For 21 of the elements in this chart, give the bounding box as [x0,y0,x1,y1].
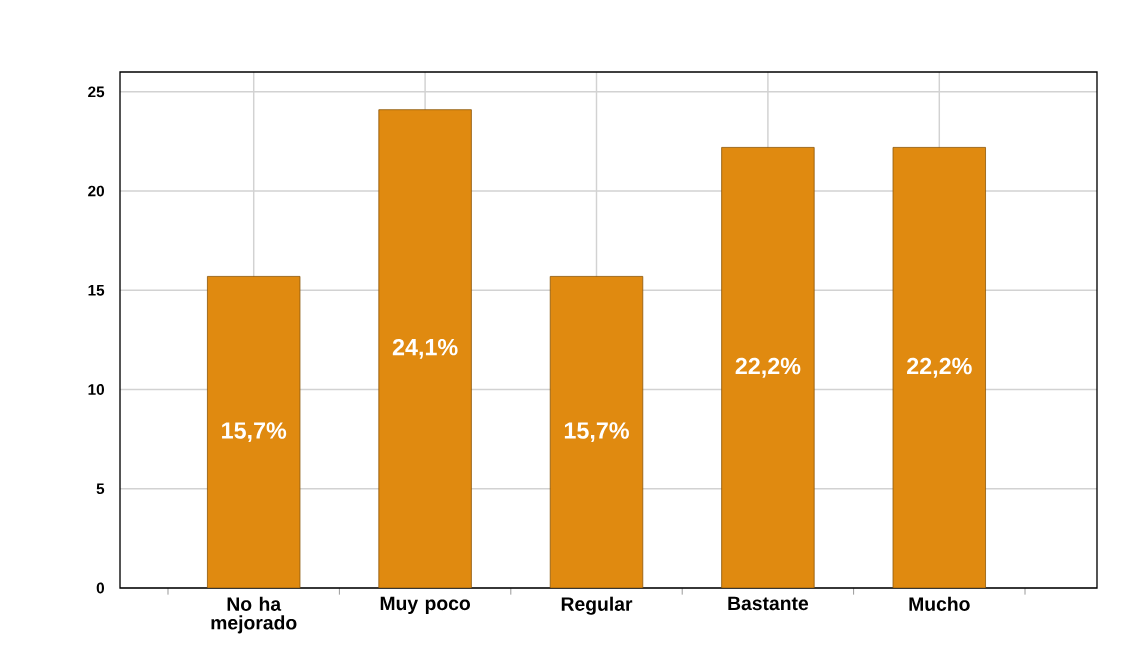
x-tick-label: No ha mejorado [211,596,297,634]
bar [378,109,472,588]
bar [549,276,644,588]
data-label: 15,7% [222,422,287,443]
x-tick-label: Bastante [728,596,809,611]
y-tick-label: 5 [96,483,105,495]
y-tick-label: 20 [88,185,104,197]
y-tick-label: 15 [88,284,105,296]
y-tick-label: 0 [96,582,105,594]
x-tick-label: Muy poco [380,596,470,615]
data-label: 15,7% [564,422,629,443]
data-label: 22,2% [735,357,801,378]
y-tick-label: 10 [88,384,104,395]
bar [892,147,986,588]
x-tick-label: Mucho [909,596,970,611]
data-label: 24,1% [392,338,458,359]
x-tick-label: Regular [561,596,633,615]
bar [721,147,815,588]
y-tick-label: 25 [88,86,105,98]
data-label: 22,2% [907,357,972,378]
bar [207,276,301,588]
